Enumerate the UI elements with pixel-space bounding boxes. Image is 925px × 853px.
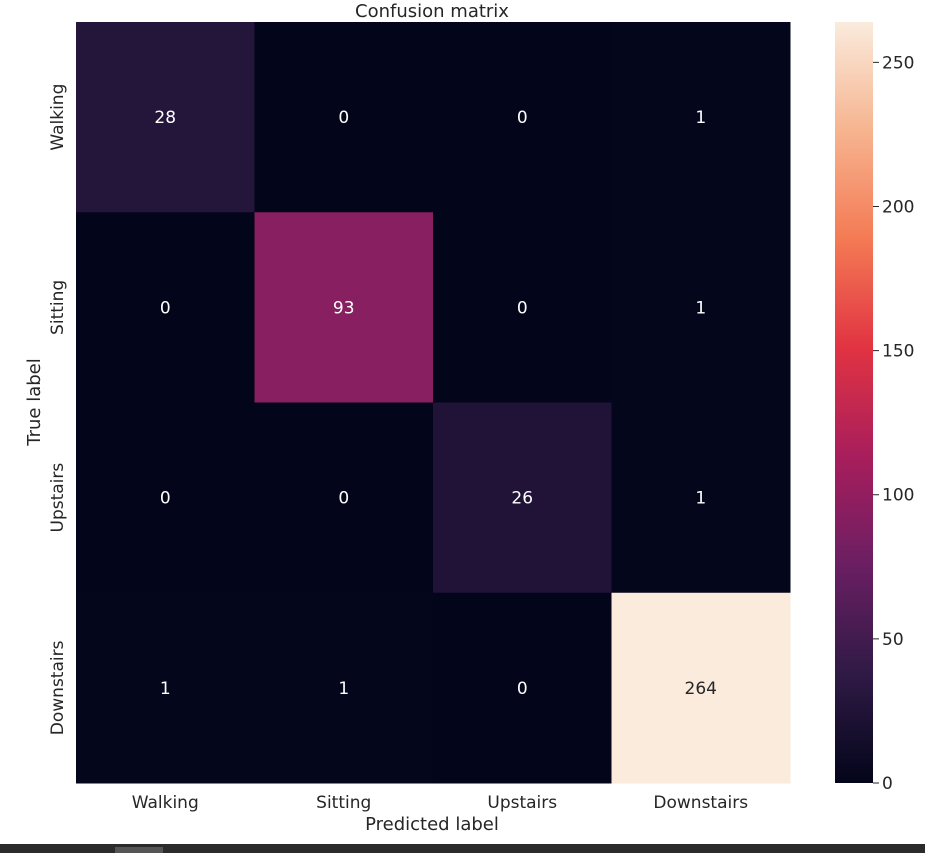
heatmap-cell xyxy=(254,22,434,213)
cell-value-label: 28 xyxy=(154,108,176,128)
colorbar-tick-label: 0 xyxy=(882,774,893,794)
heatmap-cell xyxy=(611,212,791,403)
cell-value-label: 0 xyxy=(160,489,171,509)
y-tick-label: Upstairs xyxy=(48,463,68,533)
heatmap-cell xyxy=(433,402,612,594)
heatmap-cell-labels: 28 0 0 1 0 93 0 1 0 0 26 1 1 1 0 264 xyxy=(154,108,717,699)
cell-value-label: 1 xyxy=(695,298,706,318)
heatmap-cell xyxy=(76,22,255,213)
heatmap-cell xyxy=(433,22,612,213)
heatmap-cells xyxy=(76,22,791,784)
colorbar-tick-label: 50 xyxy=(882,630,904,650)
cell-value-label: 1 xyxy=(695,489,706,509)
x-tick-label: Upstairs xyxy=(487,793,557,813)
heatmap-cell xyxy=(254,402,434,594)
colorbar-tick-label: 150 xyxy=(882,342,914,362)
cell-value-label: 0 xyxy=(517,108,528,128)
heatmap-cell xyxy=(611,402,791,594)
bottom-scrollbar[interactable] xyxy=(0,844,925,853)
cell-value-label: 0 xyxy=(517,298,528,318)
colorbar-ticks: 0 50 100 150 200 250 xyxy=(873,53,914,794)
heatmap-cell xyxy=(433,592,612,784)
heatmap-cell xyxy=(76,402,255,594)
x-axis-label: Predicted label xyxy=(365,814,499,835)
x-tick-label: Downstairs xyxy=(653,793,748,813)
heatmap-cell xyxy=(76,212,255,403)
y-axis-label: True label xyxy=(24,358,45,447)
cell-value-label: 93 xyxy=(333,298,355,318)
x-tick-labels: Walking Sitting Upstairs Downstairs xyxy=(132,793,748,813)
cell-value-label: 1 xyxy=(338,679,349,699)
colorbar-tick-label: 250 xyxy=(882,53,914,73)
heatmap-cell xyxy=(611,592,791,784)
colorbar-tick-label: 200 xyxy=(882,197,914,217)
heatmap-cell xyxy=(254,592,434,784)
cell-value-label: 26 xyxy=(511,489,533,509)
cell-value-label: 0 xyxy=(338,108,349,128)
colorbar-tick-label: 100 xyxy=(882,486,914,506)
heatmap-cell xyxy=(433,212,612,403)
cell-value-label: 1 xyxy=(160,679,171,699)
colorbar xyxy=(835,22,873,783)
y-tick-label: Downstairs xyxy=(48,640,68,735)
y-tick-label: Sitting xyxy=(48,280,68,335)
cell-value-label: 0 xyxy=(338,489,349,509)
scrollbar-thumb[interactable] xyxy=(115,847,163,853)
x-tick-label: Sitting xyxy=(316,793,371,813)
y-tick-labels: Walking Sitting Upstairs Downstairs xyxy=(48,84,68,736)
heatmap-cell xyxy=(76,592,255,784)
heatmap-cell xyxy=(254,212,434,403)
cell-value-label: 1 xyxy=(695,108,706,128)
cell-value-label: 0 xyxy=(160,298,171,318)
heatmap-cell xyxy=(611,22,791,213)
x-tick-label: Walking xyxy=(132,793,199,813)
cell-value-label: 264 xyxy=(685,679,717,699)
y-tick-label: Walking xyxy=(48,84,68,151)
cell-value-label: 0 xyxy=(517,679,528,699)
chart-title: Confusion matrix xyxy=(355,1,509,22)
